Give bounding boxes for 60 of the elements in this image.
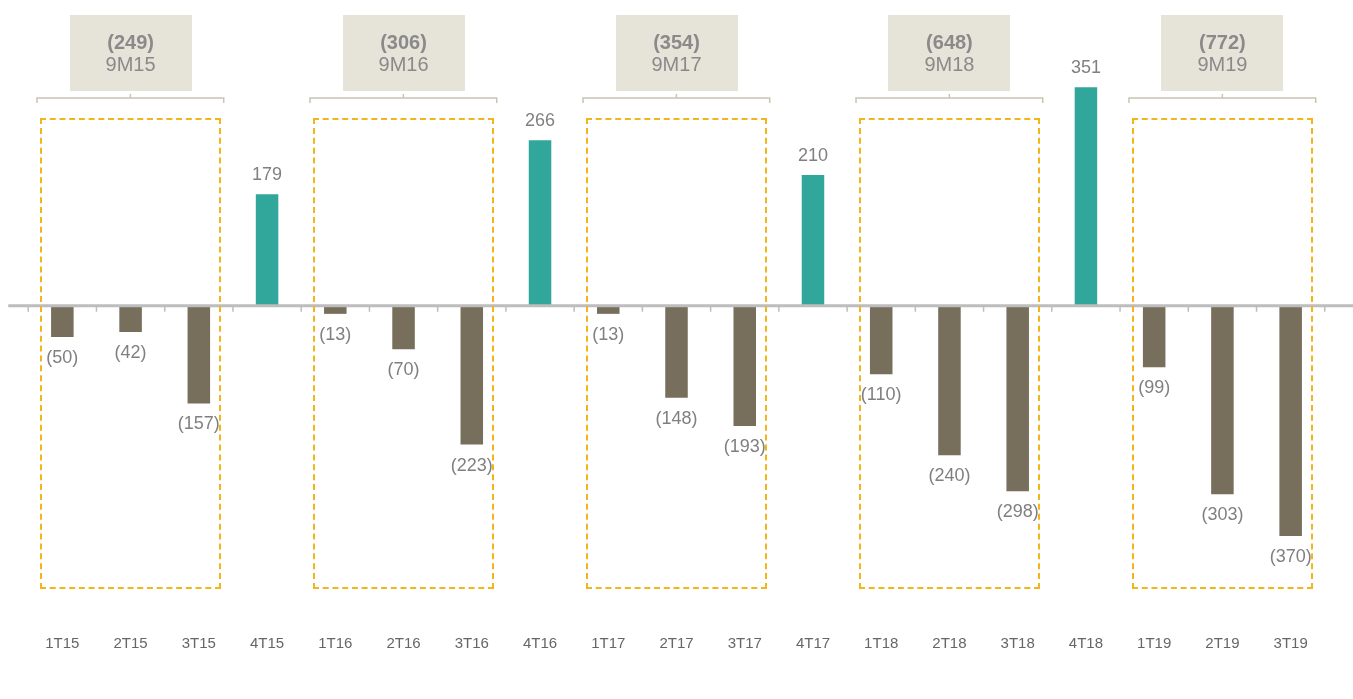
data-label: (157) (177, 413, 220, 434)
x-tick-label: 2T18 (932, 634, 967, 652)
bar (187, 305, 211, 404)
text: (306) 9M16 (377, 31, 430, 75)
x-tick-label: 3T17 (727, 634, 762, 652)
data-label: 179 (252, 164, 283, 185)
data-label: (193) (723, 435, 766, 456)
bar (938, 305, 961, 456)
bar (1142, 305, 1166, 368)
x-tick-label: 3T16 (454, 634, 489, 652)
x-tick-label: 2T16 (386, 634, 421, 652)
bar (119, 305, 142, 332)
bar (1074, 87, 1098, 306)
bar (528, 140, 552, 306)
data-label: (240) (928, 465, 971, 486)
x-tick-label: 4T15 (249, 634, 285, 652)
data-label: (42) (114, 341, 147, 362)
x-tick-label: 2T15 (113, 634, 148, 652)
x-tick-label: 1T18 (864, 634, 899, 652)
data-label: (70) (387, 359, 420, 380)
text: (249) 9M15 (104, 31, 157, 75)
bar (51, 305, 74, 337)
data-label: 351 (1070, 57, 1101, 78)
data-label: (13) (592, 323, 625, 344)
bar (1211, 305, 1234, 495)
x-tick-label: 1T19 (1137, 634, 1172, 652)
x-tick-label: 1T17 (591, 634, 626, 652)
data-label: (13) (319, 323, 352, 344)
x-tick-label: 3T15 (181, 634, 216, 652)
text: (648) 9M18 (923, 31, 976, 75)
bar (733, 305, 756, 426)
data-label: (50) (46, 346, 79, 367)
bar (460, 305, 484, 445)
data-label: 210 (797, 145, 828, 166)
x-tick-label: 4T17 (795, 634, 831, 652)
bar (665, 305, 688, 398)
x-tick-label: 4T16 (522, 634, 558, 652)
text: (354) 9M17 (650, 31, 703, 75)
data-label: (298) (996, 501, 1039, 522)
x-tick-label: 1T15 (45, 634, 80, 652)
x-tick-label: 3T19 (1273, 634, 1308, 652)
data-label: 266 (525, 110, 556, 131)
x-tick-label: 4T18 (1068, 634, 1104, 652)
bar (255, 194, 279, 306)
bar (801, 175, 825, 306)
bar (869, 305, 893, 375)
bar (1279, 305, 1302, 537)
data-label: (148) (655, 407, 698, 428)
x-tick-label: 3T18 (1000, 634, 1035, 652)
data-label: (370) (1269, 546, 1312, 566)
x-tick-label: 1T16 (318, 634, 353, 652)
bar (1006, 305, 1029, 492)
data-label: (223) (450, 454, 493, 475)
bar (392, 305, 415, 350)
text: (772) 9M19 (1196, 31, 1249, 75)
data-label: (110) (860, 384, 902, 405)
data-label: (99) (1138, 377, 1171, 398)
x-tick-label: 2T17 (659, 634, 694, 652)
x-tick-label: 2T19 (1205, 634, 1240, 652)
data-label: (303) (1201, 504, 1244, 525)
